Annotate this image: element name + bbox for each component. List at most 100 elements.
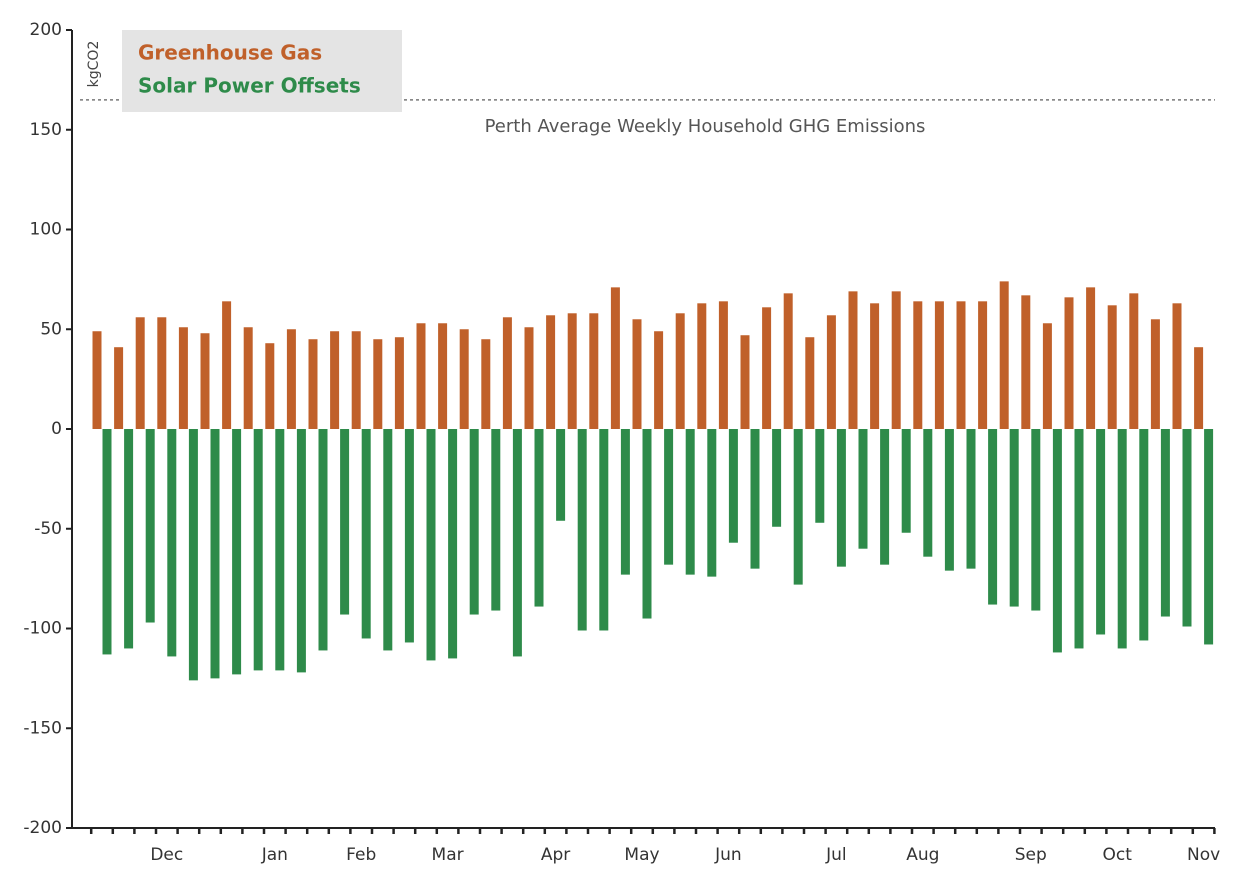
bar: [1086, 287, 1096, 429]
bar: [351, 331, 361, 429]
bar: [438, 323, 448, 429]
bar: [901, 429, 911, 533]
bar: [469, 429, 479, 615]
bar: [567, 313, 577, 429]
bar: [524, 327, 534, 429]
bar: [1204, 429, 1214, 645]
bar: [675, 313, 685, 429]
bar: [459, 329, 469, 429]
x-tick-label: Jul: [825, 845, 847, 865]
bar: [654, 331, 664, 429]
bar: [664, 429, 674, 565]
bar: [783, 293, 793, 429]
bar: [167, 429, 177, 657]
bar: [296, 429, 306, 673]
bar: [200, 333, 210, 429]
bar: [222, 301, 232, 429]
bar: [1031, 429, 1041, 611]
bar: [448, 429, 458, 659]
bar: [599, 429, 609, 631]
bar: [157, 317, 167, 429]
bar: [275, 429, 285, 671]
bar: [502, 317, 512, 429]
bar: [858, 429, 868, 549]
bar: [848, 291, 858, 429]
bar: [762, 307, 772, 429]
bar: [913, 301, 923, 429]
bar: [826, 315, 836, 429]
bar: [697, 303, 707, 429]
bar: [1182, 429, 1192, 627]
bar: [318, 429, 328, 651]
bar: [718, 301, 728, 429]
bar: [805, 337, 815, 429]
x-tick-label: Mar: [432, 845, 464, 865]
bar: [999, 281, 1009, 429]
bar: [178, 327, 188, 429]
bar: [740, 335, 750, 429]
reference-label: Perth Average Weekly Household GHG Emiss…: [485, 116, 926, 137]
bar: [1064, 297, 1074, 429]
bar: [944, 429, 954, 571]
bar: [1129, 293, 1139, 429]
legend-entry: Solar Power Offsets: [138, 74, 361, 98]
bar: [707, 429, 717, 577]
bar: [620, 429, 630, 575]
bar: [416, 323, 426, 429]
bar: [1139, 429, 1149, 641]
bar: [772, 429, 782, 527]
bar: [728, 429, 738, 543]
bar: [534, 429, 544, 607]
bar: [481, 339, 491, 429]
bar: [361, 429, 371, 639]
bar: [632, 319, 642, 429]
x-axis-notches: [89, 828, 1216, 834]
bar: [966, 429, 976, 569]
bar: [1194, 347, 1204, 429]
bar: [836, 429, 846, 567]
x-tick-label: Sep: [1015, 845, 1047, 865]
y-tick-label: -50: [34, 519, 62, 539]
legend-entry: Greenhouse Gas: [138, 41, 322, 65]
x-tick-label: Jun: [714, 845, 742, 865]
bar: [1096, 429, 1106, 635]
bar: [1150, 319, 1160, 429]
y-tick-label: 150: [30, 120, 62, 140]
bar: [102, 429, 112, 655]
legend-box: [122, 30, 402, 112]
bar: [394, 337, 404, 429]
bar: [1172, 303, 1182, 429]
x-tick-label: Apr: [541, 845, 570, 865]
bar: [589, 313, 599, 429]
bar: [243, 327, 253, 429]
bar: [891, 291, 901, 429]
x-tick-label: Nov: [1187, 845, 1220, 865]
bar: [145, 429, 155, 623]
y-tick-label: -200: [23, 818, 62, 838]
bar: [330, 331, 340, 429]
bar: [426, 429, 436, 661]
bar: [92, 331, 102, 429]
bar: [383, 429, 393, 651]
x-tick-label: Jan: [261, 845, 288, 865]
x-tick-label: Feb: [346, 845, 376, 865]
bar: [1021, 295, 1031, 429]
bar: [1042, 323, 1052, 429]
bar: [124, 429, 134, 649]
bar: [232, 429, 242, 675]
bar: [577, 429, 587, 631]
bar: [1160, 429, 1170, 617]
bar: [815, 429, 825, 523]
x-tick-label: Oct: [1102, 845, 1132, 865]
bar: [210, 429, 220, 679]
y-tick-label: 100: [30, 220, 62, 240]
bar: [286, 329, 296, 429]
bar: [685, 429, 695, 575]
bar: [265, 343, 275, 429]
bar: [512, 429, 522, 657]
bar: [750, 429, 760, 569]
bar: [1107, 305, 1117, 429]
y-tick-label: 200: [30, 20, 62, 40]
bar: [988, 429, 998, 605]
x-tick-label: Aug: [906, 845, 939, 865]
